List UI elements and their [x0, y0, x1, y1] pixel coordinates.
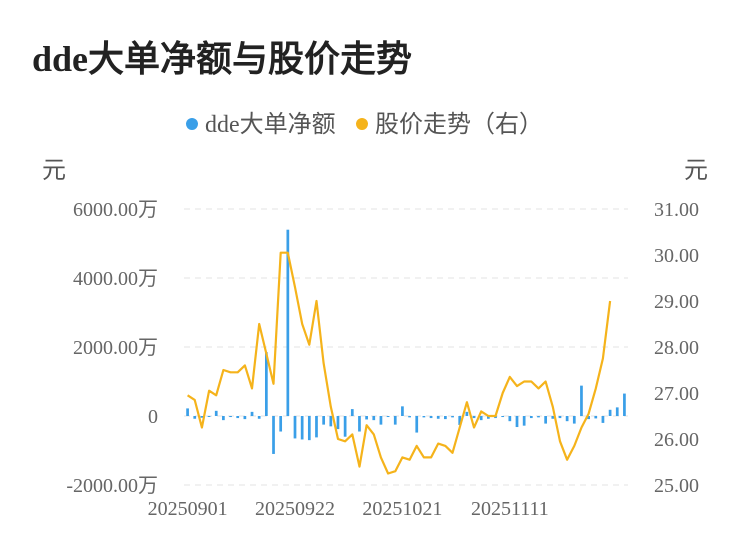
- dde-bar: [623, 393, 626, 416]
- dde-bar: [207, 416, 211, 417]
- dde-bar: [465, 411, 469, 416]
- dde-bar: [200, 416, 204, 418]
- dde-bar: [537, 416, 540, 418]
- dde-bar: [307, 416, 311, 441]
- dde-bar: [486, 416, 490, 419]
- right-axis-unit: 元: [684, 158, 708, 184]
- dde-bar: [186, 408, 189, 416]
- dde-bar: [422, 416, 426, 418]
- dde-bar: [444, 416, 447, 420]
- x-tick-label: 20251111: [471, 498, 549, 520]
- dde-bar: [293, 416, 297, 439]
- dde-bar: [472, 416, 476, 419]
- dde-bar: [322, 416, 326, 425]
- dde-bar: [544, 416, 548, 424]
- dde-bar: [343, 416, 347, 437]
- right-tick-label: 31.00: [654, 199, 699, 221]
- dde-bar: [336, 416, 340, 430]
- dde-bar: [214, 410, 218, 416]
- dde-bar: [329, 416, 333, 427]
- dde-bar: [522, 416, 526, 426]
- left-tick-label: 6000.00万: [73, 199, 158, 221]
- dde-bar: [580, 385, 583, 416]
- right-tick-label: 26.00: [654, 429, 699, 451]
- dde-bar: [243, 416, 247, 420]
- page-title: dde大单净额与股价走势: [32, 39, 413, 79]
- dde-bar: [386, 416, 390, 418]
- dde-bar: [286, 229, 290, 416]
- dde-bar: [551, 416, 555, 419]
- dde-bars: [186, 229, 626, 454]
- right-tick-label: 27.00: [654, 383, 699, 405]
- dde-bar: [250, 411, 254, 416]
- left-axis-unit: 元: [42, 158, 66, 184]
- legend: dde大单净额 股价走势（右）: [186, 111, 543, 138]
- dde-bar: [264, 352, 268, 416]
- dde-bar: [379, 416, 383, 425]
- legend-marker-dde: [186, 118, 198, 130]
- dde-bar: [372, 416, 376, 421]
- dde-bar: [479, 416, 483, 421]
- dde-bar: [222, 416, 225, 421]
- dde-bar: [529, 416, 533, 419]
- dde-bar: [594, 416, 598, 419]
- dde-bar: [279, 416, 283, 432]
- dde-bar: [257, 416, 261, 419]
- x-tick-label: 20250901: [148, 498, 228, 520]
- dde-bar: [501, 416, 505, 418]
- dde-bar: [515, 416, 519, 428]
- dde-bar: [272, 416, 275, 454]
- dde-bar: [415, 416, 419, 433]
- dde-bar: [508, 416, 512, 422]
- right-axis-ticks: 25.00 26.00 27.00 28.00 29.00 30.00 31.00: [654, 199, 699, 497]
- right-tick-label: 25.00: [654, 475, 699, 497]
- gridlines: [184, 208, 628, 486]
- dde-bar: [401, 406, 404, 416]
- left-tick-label: 4000.00万: [73, 268, 158, 290]
- left-tick-label: 0: [148, 406, 158, 428]
- dde-bar: [436, 416, 440, 419]
- dde-bar: [451, 416, 454, 418]
- legend-label-price[interactable]: 股价走势（右）: [375, 111, 543, 138]
- right-tick-label: 29.00: [654, 291, 699, 313]
- legend-label-dde[interactable]: dde大单净额: [205, 111, 336, 138]
- price-series-line: [187, 251, 612, 475]
- left-tick-label: 2000.00万: [73, 337, 158, 359]
- dde-bar: [587, 416, 590, 420]
- right-tick-label: 28.00: [654, 337, 699, 359]
- dde-bar: [615, 407, 619, 416]
- dde-bar: [393, 416, 397, 425]
- dde-bar: [236, 416, 240, 419]
- dde-bar: [358, 416, 361, 432]
- dde-bar: [458, 416, 462, 425]
- dde-bar: [365, 416, 368, 420]
- x-tick-label: 20251021: [362, 498, 442, 520]
- dde-bar: [558, 416, 562, 419]
- dde-bar: [229, 416, 232, 418]
- dde-bar: [350, 409, 354, 416]
- dde-bar: [565, 416, 569, 422]
- dde-bar: [408, 416, 411, 418]
- x-axis-ticks: 20250901 20250922 20251021 20251111: [148, 498, 549, 520]
- dde-bar: [429, 416, 433, 419]
- dde-bar: [608, 409, 612, 416]
- dde-bar: [300, 416, 304, 440]
- dde-bar: [601, 416, 605, 423]
- dde-bar: [193, 416, 197, 419]
- left-axis-ticks: -2000.00万 0 2000.00万 4000.00万 6000.00万: [66, 199, 158, 497]
- right-tick-label: 30.00: [654, 245, 699, 267]
- price-line: [187, 251, 612, 475]
- x-tick-label: 20250922: [255, 498, 335, 520]
- left-tick-label: -2000.00万: [66, 475, 158, 497]
- dde-bar: [572, 416, 576, 424]
- legend-marker-price: [356, 118, 368, 130]
- dde-bar: [315, 416, 318, 438]
